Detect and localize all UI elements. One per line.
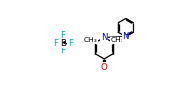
Text: F: F [68, 39, 73, 47]
Text: CH₃: CH₃ [111, 37, 124, 43]
Text: F: F [60, 31, 65, 40]
Text: F: F [60, 46, 65, 55]
Text: O: O [101, 63, 108, 72]
Text: CH₃: CH₃ [84, 37, 98, 43]
Text: +: + [124, 32, 130, 38]
Text: N: N [101, 33, 107, 42]
Text: B: B [60, 39, 66, 47]
Text: F: F [53, 39, 58, 47]
Text: N: N [122, 32, 129, 41]
